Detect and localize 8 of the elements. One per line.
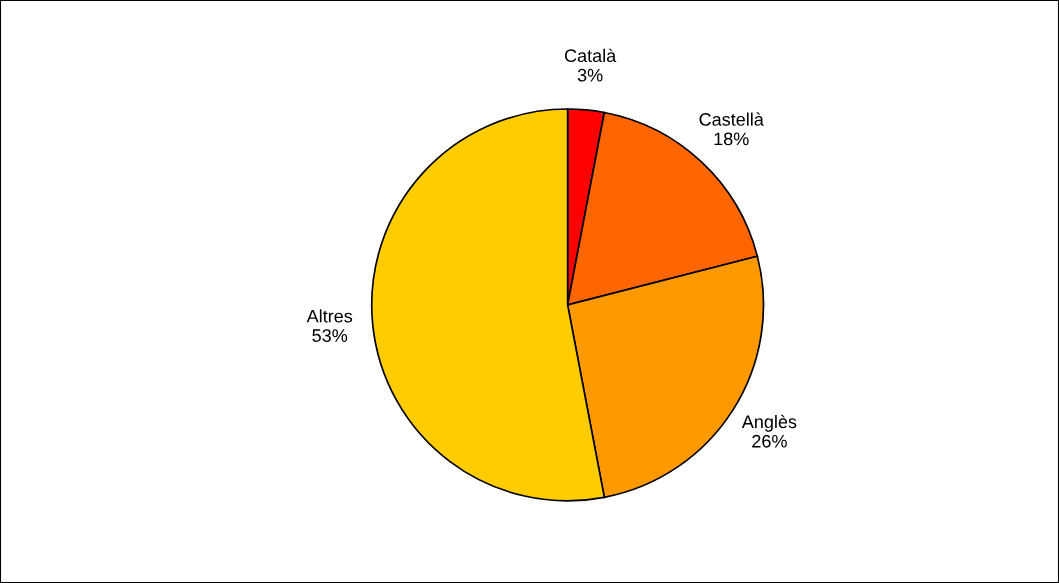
data-label: 18%	[714, 132, 749, 146]
slice-label: Català	[564, 48, 617, 63]
slice-label: Anglès	[741, 414, 797, 432]
slice-label: Castellà	[699, 112, 764, 126]
data-label: 53%	[312, 329, 348, 342]
slice-label: Altres	[306, 309, 353, 323]
data-label: 3%	[577, 68, 603, 82]
data-label: 26%	[752, 434, 787, 448]
